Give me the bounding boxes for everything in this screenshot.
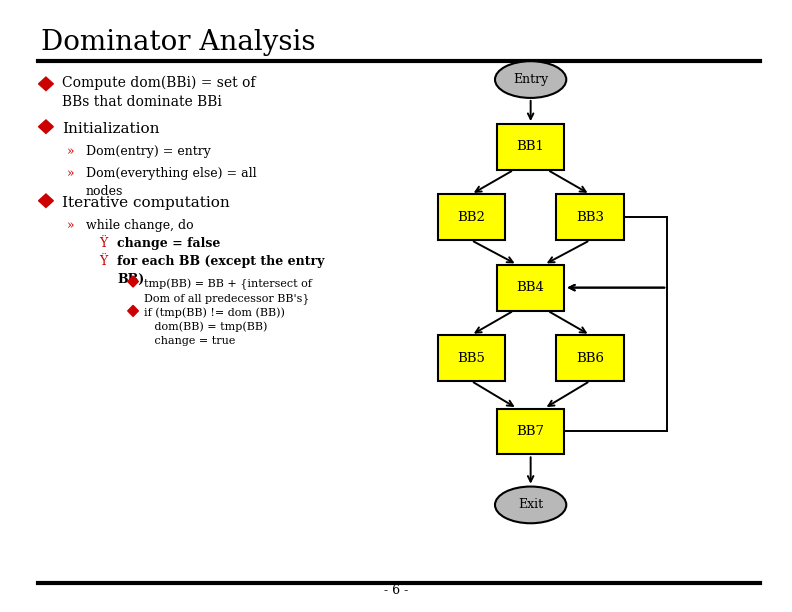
- Text: BB7: BB7: [516, 425, 545, 438]
- Polygon shape: [39, 194, 53, 207]
- Polygon shape: [128, 276, 139, 287]
- FancyBboxPatch shape: [437, 195, 505, 240]
- Text: - 6 -: - 6 -: [384, 584, 408, 597]
- FancyBboxPatch shape: [497, 124, 565, 170]
- Text: BB5: BB5: [457, 351, 485, 365]
- Text: Exit: Exit: [518, 498, 543, 512]
- Text: »: »: [67, 145, 75, 158]
- Text: Compute dom(BBi) = set of
BBs that dominate BBi: Compute dom(BBi) = set of BBs that domin…: [62, 76, 255, 109]
- Text: BB6: BB6: [576, 351, 604, 365]
- FancyBboxPatch shape: [556, 335, 624, 381]
- Text: BB1: BB1: [516, 140, 545, 154]
- Text: Ÿ: Ÿ: [99, 237, 107, 250]
- FancyBboxPatch shape: [437, 335, 505, 381]
- Text: while change, do: while change, do: [86, 219, 193, 232]
- Text: Dom(entry) = entry: Dom(entry) = entry: [86, 145, 211, 158]
- Text: for each BB (except the entry
BB): for each BB (except the entry BB): [117, 255, 325, 286]
- Text: Dominator Analysis: Dominator Analysis: [41, 29, 316, 56]
- FancyBboxPatch shape: [556, 195, 624, 240]
- Ellipse shape: [495, 487, 566, 523]
- Polygon shape: [39, 77, 53, 91]
- Text: Entry: Entry: [513, 73, 548, 86]
- Text: »: »: [67, 167, 75, 180]
- Text: BB4: BB4: [516, 281, 545, 294]
- FancyBboxPatch shape: [497, 264, 565, 310]
- Text: if (tmp(BB) != dom (BB))
   dom(BB) = tmp(BB)
   change = true: if (tmp(BB) != dom (BB)) dom(BB) = tmp(B…: [144, 308, 285, 346]
- Text: BB3: BB3: [576, 211, 604, 224]
- Text: BB2: BB2: [457, 211, 485, 224]
- Text: change = false: change = false: [117, 237, 221, 250]
- Text: »: »: [67, 219, 75, 232]
- Text: tmp(BB) = BB + {intersect of
Dom of all predecessor BB's}: tmp(BB) = BB + {intersect of Dom of all …: [144, 278, 312, 304]
- Ellipse shape: [495, 61, 566, 98]
- Text: Iterative computation: Iterative computation: [62, 196, 230, 211]
- Polygon shape: [39, 120, 53, 133]
- FancyBboxPatch shape: [497, 409, 565, 454]
- Polygon shape: [128, 305, 139, 316]
- Text: Ÿ: Ÿ: [99, 255, 107, 268]
- Text: Dom(everything else) = all
nodes: Dom(everything else) = all nodes: [86, 167, 256, 198]
- Text: Initialization: Initialization: [62, 122, 159, 136]
